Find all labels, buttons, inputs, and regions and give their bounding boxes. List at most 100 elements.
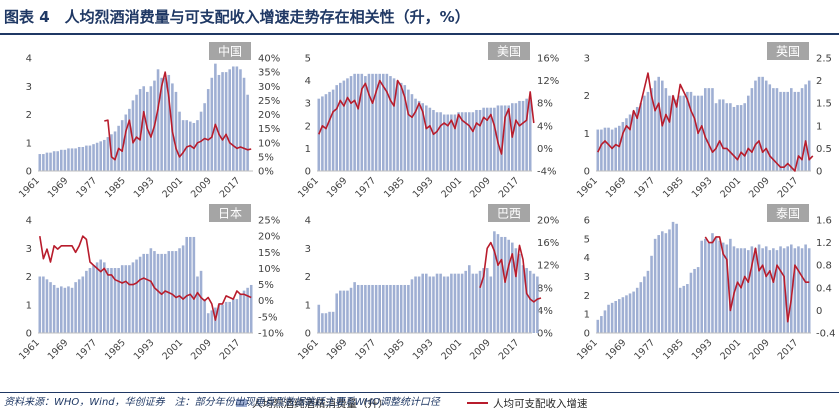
consumption-bar	[349, 287, 353, 333]
consumption-bar	[246, 94, 249, 171]
left-axis-tick-label: 1	[26, 300, 32, 311]
left-axis-tick-label: 3	[26, 82, 32, 93]
consumption-bar	[163, 77, 167, 171]
consumption-bar	[525, 98, 528, 171]
consumption-bar	[52, 151, 56, 171]
consumption-bar	[124, 265, 128, 333]
right-axis-tick-label: 0.5	[816, 144, 832, 155]
consumption-bar	[156, 69, 160, 171]
consumption-bar	[460, 112, 464, 171]
consumption-bar	[503, 105, 507, 171]
consumption-bar	[793, 248, 797, 333]
consumption-bar	[128, 108, 131, 171]
consumption-bar	[807, 80, 811, 171]
consumption-bar	[356, 284, 360, 333]
consumption-bar	[718, 99, 721, 171]
consumption-bar	[160, 77, 163, 171]
consumption-bar	[707, 242, 711, 333]
consumption-bar	[729, 238, 732, 333]
left-axis-tick-label: 4	[305, 76, 311, 87]
consumption-bar	[475, 273, 478, 333]
consumption-bar	[686, 284, 689, 333]
consumption-bar	[511, 242, 514, 333]
x-axis-tick-label: 1985	[103, 175, 128, 200]
consumption-bar	[199, 270, 203, 333]
consumption-bar	[214, 63, 217, 171]
consumption-bar	[331, 311, 335, 333]
consumption-bar	[77, 279, 81, 333]
consumption-bar	[38, 154, 42, 171]
consumption-bar	[103, 139, 106, 171]
consumption-bar	[689, 91, 693, 171]
consumption-bar	[782, 91, 786, 171]
consumption-bar	[113, 131, 117, 171]
consumption-bar	[686, 91, 689, 171]
consumption-bar	[403, 284, 407, 333]
consumption-bar	[689, 272, 693, 333]
consumption-bar	[113, 268, 117, 333]
x-axis-tick-label: 1961	[575, 337, 600, 362]
country-tag-label: 美国	[497, 45, 521, 59]
consumption-bar	[671, 221, 675, 333]
consumption-bar	[235, 299, 239, 333]
consumption-bar	[635, 287, 639, 333]
consumption-bar	[485, 268, 489, 333]
consumption-bar	[224, 301, 228, 333]
x-axis-tick-label: 1977	[74, 337, 99, 362]
right-axis-tick-label: 8%	[537, 283, 553, 294]
consumption-bar	[425, 273, 428, 333]
x-axis-tick-label: 2001	[160, 175, 185, 200]
left-axis-tick-label: 0	[26, 329, 32, 340]
left-axis-tick-label: 2	[305, 272, 311, 283]
consumption-bar	[131, 262, 135, 333]
left-axis-tick-label: 1	[584, 310, 590, 321]
x-axis-tick-label: 2017	[497, 337, 522, 362]
consumption-bar	[732, 106, 736, 171]
x-axis-tick-label: 1993	[132, 175, 157, 200]
panel-3: 0 1 2 3 0 0.5 1 1.5 2 2.5 1961 1969 1977 1985 1993 2001…	[575, 42, 832, 200]
consumption-bar	[378, 284, 381, 333]
x-axis-tick-label: 1985	[382, 175, 407, 200]
consumption-bar	[721, 242, 725, 333]
consumption-bar	[192, 236, 196, 333]
x-axis-tick-label: 2017	[218, 175, 243, 200]
consumption-bar	[185, 236, 188, 333]
consumption-bar	[106, 137, 110, 171]
consumption-bar	[496, 105, 500, 171]
consumption-bar	[807, 248, 811, 333]
right-axis-tick-label: -4%	[537, 167, 556, 178]
consumption-bar	[149, 86, 153, 171]
x-axis-tick-label: 2017	[776, 175, 801, 200]
consumption-bar	[435, 273, 439, 333]
consumption-bar	[360, 73, 364, 171]
consumption-bar	[382, 73, 385, 171]
consumption-bar	[74, 282, 77, 333]
consumption-bar	[146, 91, 149, 171]
consumption-bar	[668, 95, 671, 171]
consumption-bar	[468, 265, 471, 333]
x-axis-tick-label: 2017	[776, 337, 801, 362]
consumption-bar	[453, 114, 457, 171]
consumption-bar	[321, 96, 324, 171]
right-axis-tick-label: 1.6	[816, 216, 832, 227]
consumption-bar	[417, 100, 421, 171]
consumption-bar	[142, 253, 145, 333]
consumption-bar	[768, 250, 772, 333]
consumption-bar	[321, 313, 324, 333]
consumption-bar	[224, 72, 228, 171]
consumption-bar	[49, 282, 52, 333]
x-axis-tick-label: 1993	[132, 337, 157, 362]
consumption-bar	[42, 276, 45, 333]
consumption-bar	[653, 80, 657, 171]
consumption-bar	[439, 273, 442, 333]
consumption-bar	[324, 313, 328, 333]
consumption-bar	[800, 248, 804, 333]
x-axis-tick-label: 2009	[189, 175, 214, 200]
consumption-bar	[88, 145, 92, 171]
figure-title: 图表 4 人均烈酒消费量与可支配收入增速走势存在相关性（升，%）	[4, 8, 470, 26]
right-axis-tick-label: 0.4	[816, 283, 832, 294]
consumption-bar	[60, 286, 63, 333]
consumption-bar	[435, 112, 439, 171]
consumption-bar	[736, 105, 739, 171]
right-axis-tick-label: 2	[816, 76, 822, 87]
